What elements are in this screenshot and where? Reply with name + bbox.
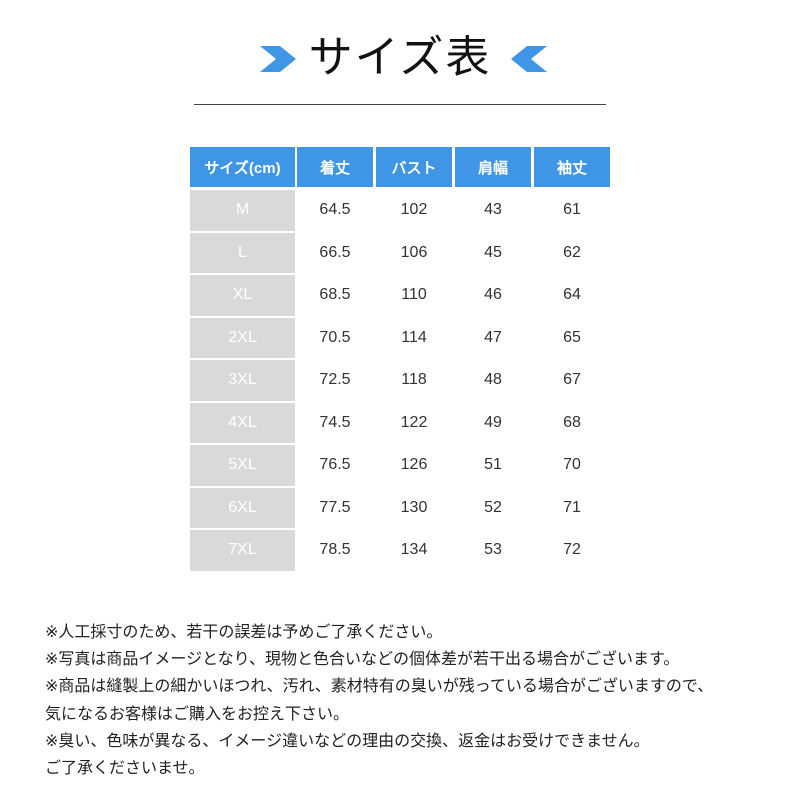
header-cell: バスト bbox=[376, 147, 452, 187]
header-cell: 袖丈 bbox=[534, 147, 610, 187]
table-cell: 76.5 bbox=[319, 456, 351, 474]
note-line: ご了承くださいませ。 bbox=[45, 760, 205, 778]
chevron-right-icon bbox=[260, 46, 296, 72]
table-cell: 62 bbox=[563, 243, 581, 261]
size-label-cell: 4XL bbox=[190, 402, 295, 443]
table-cell: 67 bbox=[563, 371, 581, 389]
table-cell: 46 bbox=[484, 286, 502, 304]
table-cell: 71 bbox=[563, 498, 581, 516]
table-cell: 122 bbox=[400, 413, 428, 431]
table-cell: 49 bbox=[484, 413, 502, 431]
table-cell: 61 bbox=[563, 201, 581, 219]
table-cell: 68.5 bbox=[319, 286, 351, 304]
table-cell: 53 bbox=[484, 541, 502, 559]
table-cell: 70.5 bbox=[319, 328, 351, 346]
table-cell: 126 bbox=[400, 456, 428, 474]
table-cell: 114 bbox=[401, 328, 427, 346]
table-cell: 74.5 bbox=[319, 413, 351, 431]
title-divider bbox=[194, 104, 606, 105]
table-cell: 43 bbox=[484, 201, 502, 219]
table-cell: 48 bbox=[484, 371, 502, 389]
table-cell: 51 bbox=[484, 456, 502, 474]
table-cell: 130 bbox=[400, 498, 428, 516]
size-label-cell: L bbox=[190, 232, 295, 273]
table-cell: 64 bbox=[563, 286, 581, 304]
note-line: ※商品は縫製上の細かいほつれ、汚れ、素材特有の臭いが残っている場合がございますの… bbox=[45, 678, 714, 696]
table-cell: 134 bbox=[400, 541, 428, 559]
header-cell: 着丈 bbox=[297, 147, 373, 187]
note-line: 気になるお客様はご購入をお控え下さい。 bbox=[45, 705, 350, 723]
chevron-left-icon bbox=[511, 46, 547, 72]
size-label-cell: 6XL bbox=[190, 487, 295, 528]
table-cell: 102 bbox=[400, 201, 428, 219]
size-label-cell: 7XL bbox=[190, 530, 295, 571]
table-cell: 52 bbox=[484, 498, 502, 516]
table-cell: 65 bbox=[563, 328, 581, 346]
table-cell: 106 bbox=[400, 243, 428, 261]
table-cell: 72.5 bbox=[319, 371, 351, 389]
table-cell: 78.5 bbox=[319, 541, 351, 559]
table-cell: 110 bbox=[401, 286, 427, 304]
table-cell: 118 bbox=[401, 371, 427, 389]
table-cell: 47 bbox=[484, 328, 502, 346]
notes: ※人工採寸のため、若干の誤差は予めご了承ください。 ※写真は商品イメージとなり、… bbox=[45, 619, 713, 782]
size-label-cell: 3XL bbox=[190, 360, 295, 401]
table-cell: 70 bbox=[563, 456, 581, 474]
table-cell: 77.5 bbox=[319, 498, 351, 516]
table-cell: 45 bbox=[484, 243, 502, 261]
note-line: ※写真は商品イメージとなり、現物と色合いなどの個体差が若干出る場合がございます。 bbox=[45, 651, 680, 669]
table-cell: 68 bbox=[563, 413, 581, 431]
table-cell: 64.5 bbox=[319, 201, 351, 219]
size-label-cell: 2XL bbox=[190, 317, 295, 358]
page-title: サイズ表 bbox=[308, 33, 492, 82]
table-cell: 66.5 bbox=[319, 243, 351, 261]
note-line: ※人工採寸のため、若干の誤差は予めご了承ください。 bbox=[45, 624, 443, 641]
size-label-cell: 5XL bbox=[190, 445, 295, 486]
table-cell: 72 bbox=[563, 541, 581, 559]
size-label-cell: XL bbox=[190, 275, 295, 316]
header-cell: 肩幅 bbox=[455, 147, 531, 187]
size-label-cell: M bbox=[190, 190, 295, 231]
note-line: ※臭い、色味が異なる、イメージ違いなどの理由の交換、返金はお受けできません。 bbox=[45, 732, 650, 750]
header-cell: サイズ(cm) bbox=[190, 147, 295, 187]
